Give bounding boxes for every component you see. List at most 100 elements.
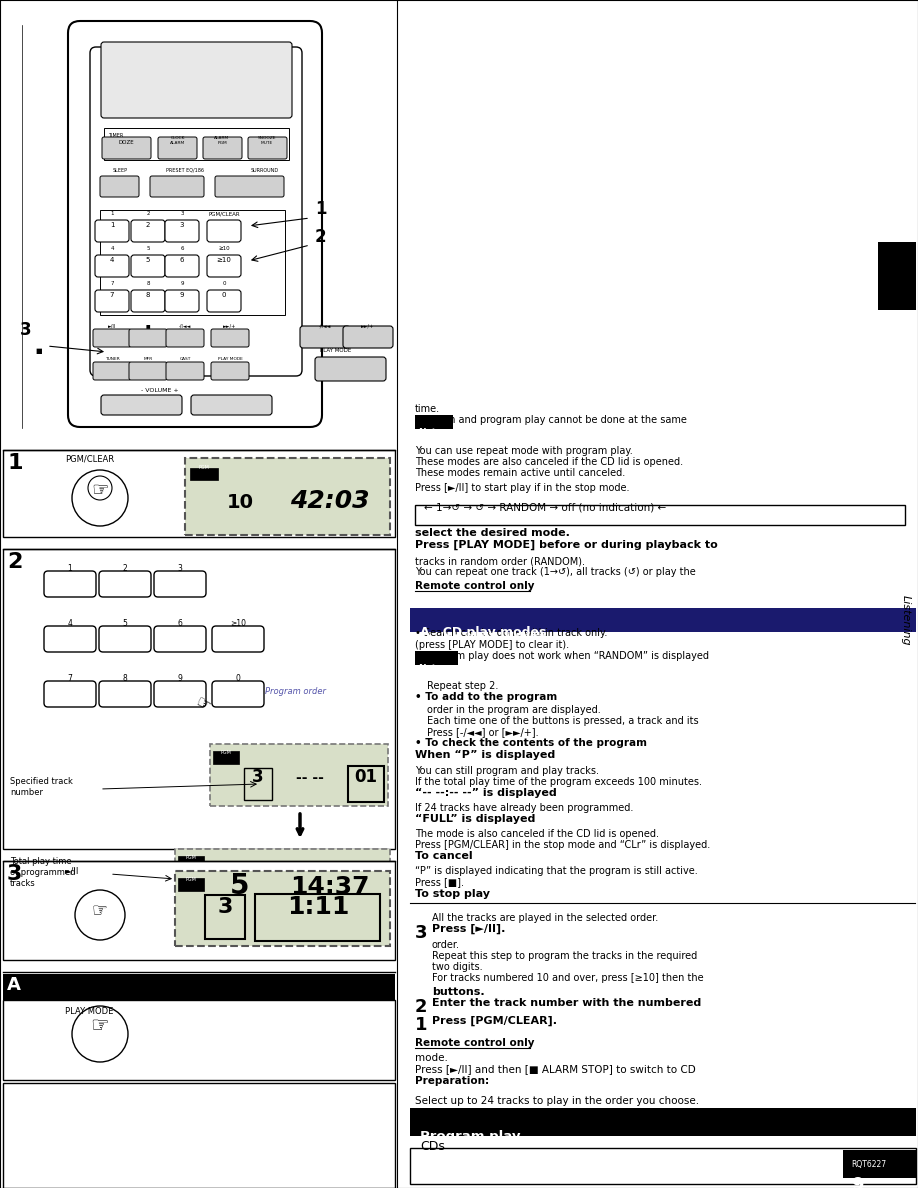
FancyBboxPatch shape: [203, 137, 242, 159]
Text: Press [-/◄◄] or [►►/+].: Press [-/◄◄] or [►►/+].: [427, 727, 539, 737]
Text: 1: 1: [315, 200, 327, 219]
Text: Press [PGM/CLEAR].: Press [PGM/CLEAR].: [432, 1016, 557, 1026]
Bar: [348, 766, 384, 802]
FancyBboxPatch shape: [44, 681, 96, 707]
Circle shape: [88, 476, 112, 500]
Text: PGM/CLEAR: PGM/CLEAR: [208, 211, 240, 216]
Bar: [3, 1083, 395, 1188]
Bar: [185, 459, 390, 535]
Text: PGM: PGM: [220, 750, 231, 756]
Text: Program play: Program play: [420, 1130, 521, 1143]
Text: PGM/CLEAR: PGM/CLEAR: [65, 455, 114, 465]
Text: Preparation:: Preparation:: [415, 1076, 489, 1086]
Text: 1: 1: [110, 222, 114, 228]
Text: tracks in random order (RANDOM).: tracks in random order (RANDOM).: [415, 556, 585, 565]
Bar: [415, 505, 905, 525]
Text: You can use repeat mode with program play.: You can use repeat mode with program pla…: [415, 446, 633, 456]
Text: ►/II: ►/II: [65, 866, 79, 876]
Text: Random and program play cannot be done at the same: Random and program play cannot be done a…: [415, 415, 687, 425]
Text: Press [►/II] to start play if in the stop mode.: Press [►/II] to start play if in the sto…: [415, 484, 630, 493]
Text: 2: 2: [415, 998, 428, 1016]
Bar: [100, 210, 285, 315]
Text: 2: 2: [146, 222, 151, 228]
Text: 4: 4: [110, 257, 114, 263]
Text: “FULL” is displayed: “FULL” is displayed: [415, 814, 535, 824]
FancyBboxPatch shape: [101, 394, 182, 415]
Text: SURROUND: SURROUND: [251, 168, 279, 173]
Circle shape: [75, 890, 125, 940]
Text: -/I◄◄: -/I◄◄: [179, 323, 191, 328]
Text: Specified track: Specified track: [10, 777, 73, 786]
FancyBboxPatch shape: [315, 358, 386, 381]
Text: 3: 3: [415, 924, 428, 942]
Text: 9: 9: [180, 292, 185, 298]
FancyBboxPatch shape: [90, 48, 302, 375]
Text: 1:11: 1:11: [286, 895, 349, 920]
Text: 10: 10: [227, 493, 253, 512]
Text: SLEEP: SLEEP: [113, 168, 128, 173]
Text: order in the program are displayed.: order in the program are displayed.: [427, 704, 600, 715]
FancyBboxPatch shape: [100, 176, 139, 197]
Circle shape: [72, 470, 128, 526]
FancyBboxPatch shape: [131, 220, 165, 242]
Text: RQT6227: RQT6227: [851, 1159, 886, 1169]
Text: DOZE: DOZE: [118, 140, 134, 145]
Bar: [3, 861, 395, 960]
Text: mode.: mode.: [415, 1053, 448, 1063]
Text: 1: 1: [7, 453, 23, 473]
FancyBboxPatch shape: [166, 362, 204, 380]
Text: 8: 8: [123, 674, 128, 683]
Text: PLAY MODE: PLAY MODE: [65, 1007, 114, 1016]
Text: Enter the track number with the numbered: Enter the track number with the numbered: [432, 998, 701, 1007]
Text: 5: 5: [146, 246, 150, 251]
FancyBboxPatch shape: [211, 362, 249, 380]
FancyBboxPatch shape: [165, 255, 199, 277]
Text: Total play time: Total play time: [10, 857, 72, 866]
Text: • Search can be done within track only.: • Search can be done within track only.: [415, 628, 608, 638]
Text: PGM: PGM: [185, 855, 196, 860]
Text: ☞: ☞: [91, 480, 108, 499]
Text: 0: 0: [222, 282, 226, 286]
Text: • To check the contents of the program: • To check the contents of the program: [415, 738, 647, 748]
Text: 7: 7: [110, 292, 114, 298]
Text: 7: 7: [110, 282, 114, 286]
Bar: [3, 1000, 395, 1080]
Bar: [255, 895, 380, 941]
FancyBboxPatch shape: [95, 290, 129, 312]
Text: “-- --:-- --” is displayed: “-- --:-- --” is displayed: [415, 788, 556, 798]
Text: • To add to the program: • To add to the program: [415, 691, 557, 702]
Bar: [178, 878, 204, 891]
Text: CDs: CDs: [420, 1140, 445, 1154]
Text: 6: 6: [180, 246, 184, 251]
Text: ►►/+: ►►/+: [362, 323, 375, 328]
Text: Listening: Listening: [901, 595, 911, 645]
FancyBboxPatch shape: [44, 626, 96, 652]
Text: ■: ■: [35, 348, 41, 354]
Text: 2: 2: [315, 228, 327, 246]
Text: 4: 4: [110, 246, 114, 251]
Text: 5: 5: [123, 619, 128, 628]
Text: Select up to 24 tracks to play in the order you choose.: Select up to 24 tracks to play in the or…: [415, 1097, 700, 1106]
FancyBboxPatch shape: [154, 571, 206, 598]
FancyBboxPatch shape: [207, 220, 241, 242]
FancyBboxPatch shape: [99, 571, 151, 598]
Bar: [175, 871, 390, 946]
Text: number: number: [10, 788, 43, 797]
Bar: [178, 857, 204, 868]
Bar: [415, 651, 458, 665]
Text: ►►/+: ►►/+: [223, 323, 237, 328]
Text: PLAY MODE: PLAY MODE: [218, 358, 242, 361]
Text: tracks: tracks: [10, 879, 36, 887]
Text: Press [►/II].: Press [►/II].: [432, 924, 506, 934]
Text: 0: 0: [236, 674, 241, 683]
FancyBboxPatch shape: [154, 626, 206, 652]
Text: Each time one of the buttons is pressed, a track and its: Each time one of the buttons is pressed,…: [427, 716, 699, 726]
Bar: [190, 468, 218, 480]
Text: PGM: PGM: [198, 465, 209, 470]
FancyBboxPatch shape: [131, 255, 165, 277]
FancyBboxPatch shape: [150, 176, 204, 197]
FancyBboxPatch shape: [154, 681, 206, 707]
Text: For tracks numbered 10 and over, press [≥10] then the: For tracks numbered 10 and over, press […: [432, 973, 703, 982]
Text: CAST: CAST: [179, 358, 191, 361]
Bar: [3, 974, 395, 1000]
